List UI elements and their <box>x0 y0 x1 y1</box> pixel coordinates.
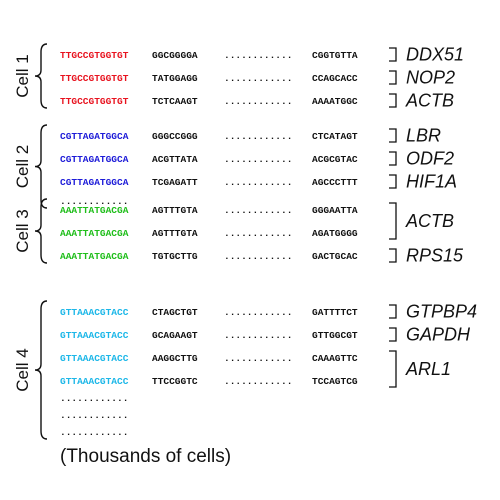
read-sequence-end: CCAGCACC <box>312 73 358 84</box>
read-sequence-start: ACGTTATA <box>152 154 198 165</box>
sequence-gap-dots: ............ <box>224 353 292 364</box>
sequence-gap-dots: ............ <box>224 131 292 142</box>
read-sequence-start: TCTCAAGT <box>152 96 198 107</box>
read-sequence-end: AGCCCTTT <box>312 177 358 188</box>
sequence-gap-dots: ............ <box>224 205 292 216</box>
barcode-sequence: TTGCCGTGGTGT <box>60 96 129 107</box>
barcode-sequence: GTTAAACGTACC <box>60 353 129 364</box>
read-sequence-start: GGCGGGGA <box>152 50 198 61</box>
read-sequence-end: GTTGGCGT <box>312 330 358 341</box>
gene-label: ARL1 <box>405 359 451 379</box>
cell-label: Cell 4 <box>13 348 32 391</box>
cell-brace <box>34 43 48 109</box>
read-sequence-start: AGTTTGTA <box>152 205 198 216</box>
gene-bracket <box>389 70 397 85</box>
sequence-gap-dots: ............ <box>224 50 292 61</box>
read-sequence-start: AAGGCTTG <box>152 353 198 364</box>
read-sequence-start: TCGAGATT <box>152 177 198 188</box>
sequence-gap-dots: ............ <box>224 228 292 239</box>
sequence-gap-dots: ............ <box>224 307 292 318</box>
cell-label: Cell 2 <box>13 145 32 188</box>
read-sequence-end: GGGAATTA <box>312 205 358 216</box>
sequence-gap-dots: ............ <box>224 251 292 262</box>
barcode-sequence: AAATTATGACGA <box>60 251 129 262</box>
read-sequence-start: TATGGAGG <box>152 73 198 84</box>
gene-bracket <box>389 350 397 388</box>
read-sequence-end: TCCAGTCG <box>312 376 358 387</box>
gene-label: ODF2 <box>406 149 454 169</box>
read-sequence-start: TGTGCTTG <box>152 251 198 262</box>
barcode-sequence: GTTAAACGTACC <box>60 307 129 318</box>
barcode-sequence: TTGCCGTGGTGT <box>60 50 129 61</box>
sequence-gap-dots: ............ <box>224 376 292 387</box>
read-sequence-end: AAAATGGC <box>312 96 358 107</box>
gene-bracket <box>389 47 397 62</box>
gene-label: NOP2 <box>406 68 455 88</box>
read-sequence-end: CTCATAGT <box>312 131 358 142</box>
barcode-sequence: CGTTAGATGGCA <box>60 131 129 142</box>
cell-brace <box>34 124 48 209</box>
gene-label: LBR <box>406 126 441 146</box>
sequence-gap-dots: ............ <box>224 330 292 341</box>
cell-label: Cell 3 <box>13 209 32 252</box>
sequence-gap-dots: ............ <box>224 154 292 165</box>
gene-bracket <box>389 93 397 108</box>
gene-bracket <box>389 327 397 342</box>
gene-bracket <box>389 151 397 166</box>
barcode-sequence: CGTTAGATGGCA <box>60 177 129 188</box>
read-sequence-end: AGATGGGG <box>312 228 358 239</box>
read-sequence-end: GATTTTCT <box>312 307 358 318</box>
read-sequence-start: GGGCCGGG <box>152 131 198 142</box>
gene-bracket <box>389 304 397 319</box>
gene-bracket <box>389 202 397 240</box>
read-sequence-start: GCAGAAGT <box>152 330 198 341</box>
continuation-dots: ............ <box>60 427 128 438</box>
sequence-gap-dots: ............ <box>224 73 292 84</box>
continuation-dots: ............ <box>60 393 128 404</box>
continuation-dots: ............ <box>60 196 128 207</box>
barcode-sequence: AAATTATGACGA <box>60 228 129 239</box>
gene-label: HIF1A <box>406 172 457 192</box>
gene-bracket <box>389 128 397 143</box>
gene-label: ACTB <box>405 211 454 231</box>
gene-label: RPS15 <box>406 246 464 266</box>
cell-brace <box>34 198 48 264</box>
barcode-sequence: GTTAAACGTACC <box>60 330 129 341</box>
gene-label: GAPDH <box>406 325 471 345</box>
gene-label: GTPBP4 <box>406 302 477 322</box>
barcode-sequence: GTTAAACGTACC <box>60 376 129 387</box>
gene-bracket <box>389 174 397 189</box>
cell-label: Cell 1 <box>13 54 32 97</box>
read-sequence-end: CGGTGTTA <box>312 50 358 61</box>
gene-label: ACTB <box>405 91 454 111</box>
read-sequence-end: GACTGCAC <box>312 251 358 262</box>
read-sequence-start: AGTTTGTA <box>152 228 198 239</box>
gene-bracket <box>389 248 397 263</box>
caption: (Thousands of cells) <box>60 446 232 467</box>
read-sequence-start: CTAGCTGT <box>152 307 198 318</box>
sequence-gap-dots: ............ <box>224 177 292 188</box>
sequence-gap-dots: ............ <box>224 96 292 107</box>
gene-label: DDX51 <box>406 45 464 65</box>
cell-brace <box>34 300 48 440</box>
read-sequence-end: ACGCGTAC <box>312 154 358 165</box>
barcode-sequence: AAATTATGACGA <box>60 205 129 216</box>
read-sequence-start: TTCCGGTC <box>152 376 198 387</box>
continuation-dots: ............ <box>60 410 128 421</box>
barcode-sequence: CGTTAGATGGCA <box>60 154 129 165</box>
barcode-sequence: TTGCCGTGGTGT <box>60 73 129 84</box>
read-sequence-end: CAAAGTTC <box>312 353 358 364</box>
